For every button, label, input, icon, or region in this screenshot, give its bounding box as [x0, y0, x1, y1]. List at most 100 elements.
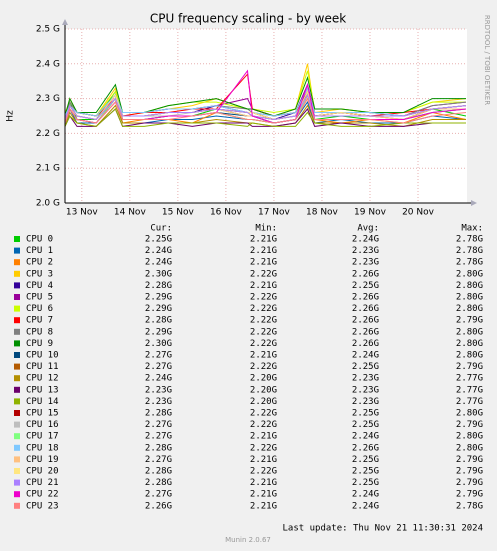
stat-value: 2.25G	[352, 420, 379, 430]
stat-value: 2.29G	[145, 327, 172, 337]
legend-swatch	[14, 236, 20, 242]
stat-value: 2.25G	[352, 478, 379, 488]
stat-value: 2.80G	[456, 409, 483, 419]
legend-label: CPU 13	[26, 385, 59, 395]
legend-label: CPU 12	[26, 374, 59, 384]
legend-swatch	[14, 456, 20, 463]
stat-value: 2.79G	[456, 490, 483, 500]
legend-label: CPU 19	[26, 455, 59, 465]
legend-swatch	[14, 398, 20, 405]
stat-value: 2.26G	[352, 304, 379, 314]
legend-swatch	[14, 294, 20, 300]
legend-label: CPU 10	[26, 351, 59, 361]
stat-value: 2.80G	[456, 443, 483, 453]
last-update: Last update: Thu Nov 21 11:30:31 2024	[283, 524, 483, 534]
legend-label: CPU 15	[26, 409, 59, 419]
stat-value: 2.23G	[352, 258, 379, 268]
stat-value: 2.24G	[352, 490, 379, 500]
series-line	[64, 108, 466, 127]
legend-swatch	[14, 270, 20, 277]
stat-value: 2.24G	[352, 501, 379, 511]
stat-value: 2.80G	[456, 432, 483, 442]
stat-value: 2.23G	[145, 385, 172, 395]
x-tick-label: 15 Nov	[162, 208, 195, 218]
stat-value: 2.22G	[250, 293, 277, 303]
stat-value: 2.26G	[352, 293, 379, 303]
legend-label: CPU 8	[26, 327, 53, 337]
stat-value: 2.21G	[250, 478, 277, 488]
legend-swatch	[14, 328, 20, 335]
stat-value: 2.27G	[145, 490, 172, 500]
stat-value: 2.80G	[456, 293, 483, 303]
stat-header: Cur:	[150, 224, 172, 234]
legend-label: CPU 20	[26, 467, 59, 477]
stat-value: 2.28G	[145, 443, 172, 453]
legend-label: CPU 7	[26, 316, 53, 326]
stat-value: 2.22G	[250, 304, 277, 314]
stat-value: 2.77G	[456, 374, 483, 384]
stat-value: 2.26G	[352, 327, 379, 337]
legend-swatch	[14, 305, 20, 312]
stat-value: 2.26G	[352, 443, 379, 453]
stat-value: 2.21G	[250, 235, 277, 245]
x-tick-label: 17 Nov	[258, 208, 291, 218]
stat-value: 2.21G	[250, 432, 277, 442]
legend-swatch	[14, 421, 20, 428]
y-tick-label: 2.3 G	[36, 94, 60, 104]
lines	[64, 63, 467, 127]
legend: Cur: Min: Avg: Max: CPU 0 2.25G 2.21G 2.24G 2.78…	[14, 224, 483, 511]
stat-value: 2.24G	[145, 374, 172, 384]
x-tick-label: 16 Nov	[210, 208, 243, 218]
stat-value: 2.22G	[250, 420, 277, 430]
stat-value: 2.80G	[456, 327, 483, 337]
stat-value: 2.29G	[145, 304, 172, 314]
legend-swatch	[14, 340, 20, 347]
stat-value: 2.27G	[145, 420, 172, 430]
stat-value: 2.25G	[352, 455, 379, 465]
legend-label: CPU 14	[26, 397, 59, 407]
stat-value: 2.27G	[145, 432, 172, 442]
legend-label: CPU 22	[26, 490, 59, 500]
stat-value: 2.21G	[250, 490, 277, 500]
stat-value: 2.79G	[456, 316, 483, 326]
stat-value: 2.24G	[145, 246, 172, 256]
legend-label: CPU 3	[26, 269, 53, 279]
x-tick-label: 13 Nov	[66, 208, 99, 218]
legend-label: CPU 11	[26, 362, 59, 372]
stat-value: 2.78G	[456, 258, 483, 268]
stat-value: 2.79G	[456, 478, 483, 488]
legend-label: CPU 16	[26, 420, 59, 430]
stat-value: 2.80G	[456, 281, 483, 291]
stat-value: 2.27G	[145, 351, 172, 361]
stat-value: 2.24G	[145, 258, 172, 268]
y-tick-label: 2.4 G	[36, 59, 60, 69]
y-arrow	[62, 19, 68, 25]
stat-value: 2.21G	[250, 455, 277, 465]
stat-value: 2.77G	[456, 385, 483, 395]
series-line	[64, 75, 466, 117]
legend-swatch	[14, 363, 20, 370]
stat-value: 2.80G	[456, 269, 483, 279]
stat-value: 2.21G	[250, 351, 277, 361]
stat-value: 2.26G	[352, 339, 379, 349]
stat-value: 2.79G	[456, 362, 483, 372]
stat-value: 2.27G	[145, 455, 172, 465]
stat-value: 2.24G	[352, 432, 379, 442]
stat-value: 2.29G	[145, 293, 172, 303]
stat-value: 2.27G	[145, 362, 172, 372]
legend-swatch	[14, 502, 20, 509]
legend-swatch	[14, 352, 20, 358]
legend-label: CPU 17	[26, 432, 59, 442]
stat-value: 2.22G	[250, 362, 277, 372]
stat-value: 2.20G	[250, 374, 277, 384]
stat-value: 2.26G	[352, 269, 379, 279]
series-line	[64, 97, 467, 124]
side-text: RRDTOOL / TOBI OETIKER	[483, 15, 491, 105]
x-tick-label: 18 Nov	[306, 208, 339, 218]
stat-value: 2.25G	[352, 362, 379, 372]
y-tick-label: 2.0 G	[36, 199, 60, 209]
legend-swatch	[14, 444, 20, 451]
stat-value: 2.79G	[456, 420, 483, 430]
legend-label: CPU 23	[26, 501, 59, 511]
legend-swatch	[14, 491, 20, 498]
